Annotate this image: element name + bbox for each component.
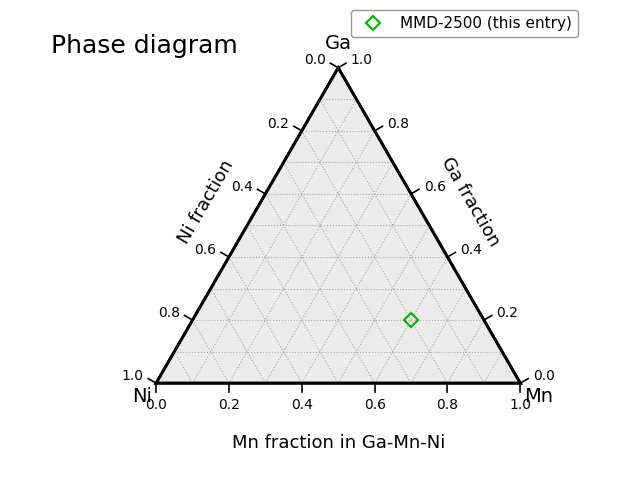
Text: 0.4: 0.4 [460,243,482,257]
Text: Mn: Mn [524,387,553,406]
Text: 0.8: 0.8 [387,117,409,131]
Text: 0.8: 0.8 [158,306,180,320]
Text: Ni fraction: Ni fraction [175,156,237,247]
Polygon shape [156,68,520,383]
Text: Ga: Ga [324,34,352,53]
Text: 1.0: 1.0 [509,398,531,412]
Text: 0.4: 0.4 [231,180,253,193]
Text: 0.8: 0.8 [436,398,458,412]
Text: 1.0: 1.0 [122,369,143,383]
Text: 0.6: 0.6 [364,398,386,412]
Text: 0.2: 0.2 [268,117,289,131]
Text: 0.4: 0.4 [291,398,313,412]
Text: Ga fraction: Ga fraction [438,154,503,250]
Text: 0.2: 0.2 [497,306,518,320]
Text: Phase diagram: Phase diagram [51,34,238,58]
Text: Mn fraction in Ga-Mn-Ni: Mn fraction in Ga-Mn-Ni [232,434,445,452]
Text: 0.2: 0.2 [218,398,240,412]
Text: 1.0: 1.0 [351,53,373,67]
Text: 0.0: 0.0 [304,53,326,67]
Text: 0.6: 0.6 [195,243,216,257]
Text: 0.0: 0.0 [533,369,555,383]
Legend: MMD-2500 (this entry): MMD-2500 (this entry) [351,10,579,37]
Text: 0.6: 0.6 [424,180,445,193]
Text: Ni: Ni [132,387,152,406]
Text: 0.0: 0.0 [145,398,167,412]
